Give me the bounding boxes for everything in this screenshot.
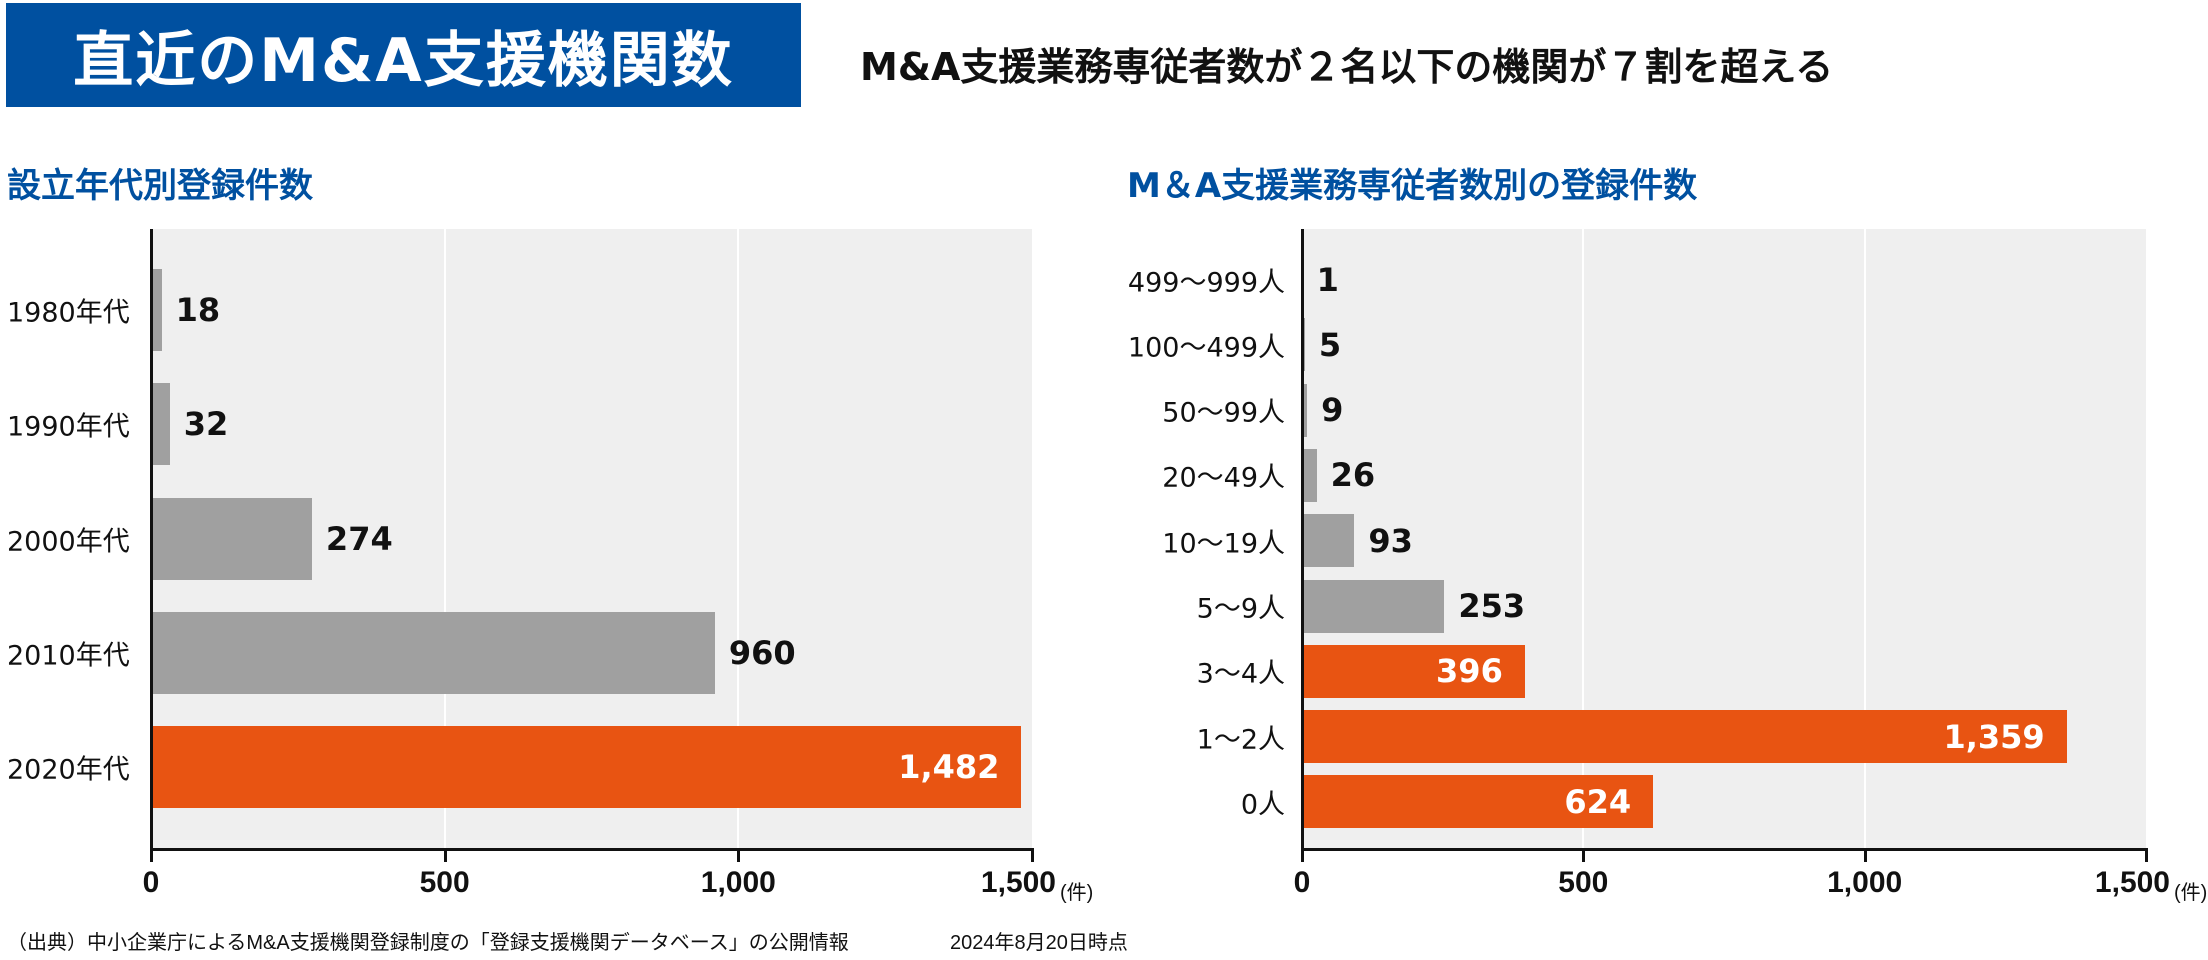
- tick-label: 1,500: [980, 866, 1056, 899]
- axis-tick: [1863, 848, 1867, 862]
- gridline: [737, 229, 740, 848]
- category-label: 2000年代: [7, 526, 130, 558]
- category-label: 20〜49人: [1162, 462, 1285, 494]
- data-label: 32: [183, 405, 229, 444]
- tick-label: 500: [1558, 866, 1609, 899]
- gridline: [1582, 229, 1585, 848]
- category-label: 50〜99人: [1162, 397, 1285, 429]
- category-label: 100〜499人: [1127, 332, 1285, 364]
- bar: [1302, 448, 1317, 502]
- bar: [151, 269, 162, 351]
- category-label: 2020年代: [7, 754, 130, 786]
- tick-label: 0: [142, 866, 160, 899]
- axis-unit: (件): [2174, 882, 2208, 904]
- tick-label: 0: [1293, 866, 1311, 899]
- chart-title-left: 設立年代別登録件数: [7, 166, 313, 206]
- category-label: 2010年代: [7, 640, 130, 672]
- data-label: 253: [1458, 587, 1526, 625]
- data-label: 18: [175, 291, 221, 329]
- gridline: [1863, 229, 1866, 848]
- gridline: [443, 229, 446, 848]
- main-title: 直近のM&A支援機関数: [6, 3, 801, 107]
- source-note: （出典）中小企業庁によるM&A支援機関登録制度の「登録支援機関データベース」の公…: [7, 932, 849, 954]
- axis-tick: [737, 848, 741, 862]
- bar: [1302, 579, 1445, 633]
- bar: [151, 497, 312, 580]
- bar: [151, 383, 170, 466]
- subtitle: M&A支援業務専従者数が２名以下の機関が７割を超える: [860, 45, 1834, 89]
- data-label: 960: [728, 633, 796, 672]
- tick-label: 1,000: [1827, 866, 1903, 899]
- x-axis-line: [1301, 848, 2148, 851]
- bar: [1302, 644, 1525, 698]
- tick-label: 500: [419, 866, 470, 899]
- data-label: 274: [325, 519, 393, 558]
- y-axis-line: [1301, 229, 1304, 850]
- category-label: 5〜9人: [1196, 593, 1285, 625]
- date-note: 2024年8月20日時点: [950, 932, 1128, 954]
- category-label: 10〜19人: [1162, 528, 1285, 560]
- bar: [1302, 775, 1654, 829]
- category-label: 1〜2人: [1196, 724, 1285, 756]
- bar: [1302, 383, 1308, 437]
- category-label: 3〜4人: [1196, 658, 1285, 690]
- tick-label: 1,500: [2094, 866, 2170, 899]
- category-label: 0人: [1240, 789, 1285, 821]
- data-label: 624: [1564, 782, 1632, 821]
- category-label: 1980年代: [7, 297, 130, 329]
- axis-unit: (件): [1060, 882, 1094, 904]
- category-label: 499〜999人: [1127, 267, 1285, 298]
- bar: [1302, 710, 2067, 764]
- chart-title-right: M＆A支援業務専従者数別の登録件数: [1127, 166, 1698, 206]
- data-label: 26: [1330, 456, 1376, 495]
- axis-tick: [1031, 848, 1034, 862]
- tick-label: 1,000: [700, 866, 776, 899]
- bar: [151, 726, 1022, 809]
- y-axis-line: [150, 229, 153, 850]
- data-label: 93: [1368, 521, 1413, 560]
- axis-tick: [150, 848, 153, 862]
- bar: [1302, 514, 1355, 568]
- bar: [151, 611, 715, 694]
- data-label: 396: [1436, 652, 1503, 691]
- data-label: 5: [1318, 325, 1342, 364]
- data-label: 1,482: [898, 748, 1000, 787]
- data-label: 1,359: [1943, 717, 2045, 756]
- x-axis-line: [150, 848, 1034, 851]
- axis-tick: [1582, 848, 1586, 862]
- category-label: 1990年代: [7, 411, 130, 443]
- axis-tick: [1301, 848, 1304, 862]
- data-label: 1: [1316, 260, 1339, 299]
- axis-tick: [2145, 848, 2148, 862]
- axis-tick: [443, 848, 447, 862]
- data-label: 9: [1321, 391, 1344, 430]
